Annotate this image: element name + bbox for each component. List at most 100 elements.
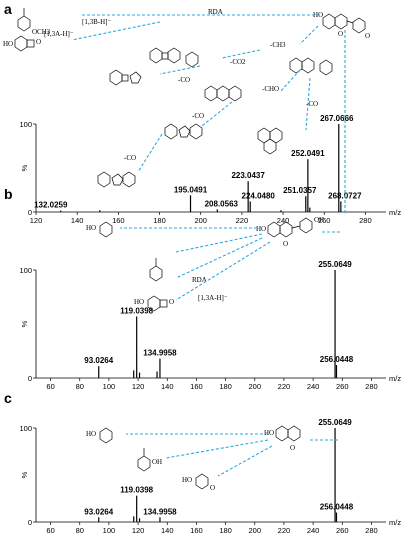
- panel-letter-c: c: [4, 390, 12, 406]
- x-tick-label: 100: [103, 382, 116, 391]
- svg-text:O: O: [210, 484, 215, 492]
- panel-b-annotations: HO OH O HO RDA [1,3A-H]⁻ HO O: [86, 216, 342, 312]
- x-tick-label: 260: [318, 216, 331, 225]
- parent-molecule-a: O HO O: [313, 11, 370, 40]
- peak-label: 251.0357: [283, 186, 317, 195]
- fragment-fluorene: [97, 171, 136, 188]
- a-ion-label-b: [1,3A-H]⁻: [198, 294, 228, 302]
- svg-text:OCH3: OCH3: [32, 28, 51, 36]
- peak-label: 93.0264: [84, 356, 113, 365]
- fragment-styrene-och3: OCH3: [17, 8, 51, 36]
- fragment-phenol-b: HO: [86, 221, 113, 238]
- spectrum-a: 0 100% 120 140 160 180 200 220 240 260 280 m/z 132.0…: [19, 114, 401, 225]
- x-tick-label: 280: [365, 382, 378, 391]
- x-tick-label: 60: [46, 526, 54, 535]
- panel-a-annotations: O HO O OCH3 [1,3B-H]⁻ RDA HO O [1,3A-H]⁻…: [3, 8, 370, 215]
- x-tick-label: 140: [161, 526, 174, 535]
- svg-text:HO: HO: [182, 476, 192, 484]
- y-tick-label: 100: [19, 120, 32, 129]
- x-tick-label: 260: [336, 526, 349, 535]
- fragment-cyclopenta: [109, 69, 142, 86]
- rda-label: RDA: [208, 8, 223, 16]
- rda-label-b: RDA: [192, 276, 207, 284]
- minus-co-label-1: -CO: [178, 76, 190, 84]
- panel-letter-a: a: [4, 1, 12, 17]
- svg-text:HO: HO: [256, 225, 266, 233]
- y-axis-label: %: [20, 320, 29, 327]
- minus-co-label-3: -CO: [306, 100, 318, 108]
- peak-label: 256.0448: [320, 355, 354, 364]
- x-tick-label: 80: [76, 382, 84, 391]
- x-tick-label: 120: [132, 526, 145, 535]
- x-axis-label: m/z: [389, 518, 401, 527]
- svg-text:HO: HO: [86, 224, 96, 232]
- minus-co-label-2: -CO: [192, 112, 204, 120]
- x-tick-label: 200: [248, 382, 261, 391]
- peak-label: 252.0491: [291, 149, 325, 158]
- peak-label: 119.0398: [120, 306, 153, 315]
- parent-molecule-c: HO O: [264, 425, 301, 452]
- svg-text:O: O: [36, 38, 41, 46]
- a-ion-label: [1,3A-H]⁻: [44, 30, 74, 38]
- fragment-aldehyde-c: HO O: [182, 473, 215, 492]
- fragment-biphenylene: [149, 47, 199, 68]
- b-ion-label: [1,3B-H]⁻: [82, 18, 111, 26]
- peak-label: 223.0437: [231, 171, 265, 180]
- x-tick-label: 240: [277, 216, 290, 225]
- x-tick-label: 160: [190, 526, 203, 535]
- x-tick-label: 160: [112, 216, 125, 225]
- y-tick-label: 100: [19, 424, 32, 433]
- x-tick-label: 180: [219, 382, 232, 391]
- x-tick-label: 200: [248, 526, 261, 535]
- svg-text:O: O: [283, 240, 288, 248]
- panel-c-annotations: HO O HO OH HO O: [86, 425, 338, 492]
- x-tick-label: 220: [278, 526, 291, 535]
- fragment-vinylphenol-c: OH: [137, 448, 162, 472]
- peak-label: 93.0264: [84, 507, 113, 516]
- svg-text:O: O: [169, 298, 174, 306]
- peak-label: 134.9958: [143, 507, 177, 516]
- minus-co-label-4: -CO: [124, 154, 136, 162]
- x-tick-label: 280: [359, 216, 372, 225]
- x-tick-label: 60: [46, 382, 54, 391]
- minus-co2-label: -CO2: [230, 58, 246, 66]
- svg-text:HO: HO: [134, 298, 144, 306]
- fragment-fluorenone: [164, 123, 203, 140]
- panel-letter-b: b: [4, 186, 13, 202]
- y-tick-label: 0: [28, 208, 32, 217]
- svg-text:HO: HO: [264, 429, 274, 437]
- x-axis-label: m/z: [389, 208, 401, 217]
- peak-label: 134.9958: [143, 349, 177, 358]
- x-tick-label: 260: [336, 382, 349, 391]
- y-axis-label: %: [20, 471, 29, 478]
- parent-molecule-b: HO OH O: [256, 216, 324, 248]
- x-tick-label: 120: [30, 216, 43, 225]
- y-tick-label: 0: [28, 374, 32, 383]
- peak-label: 208.0563: [205, 199, 239, 208]
- fragment-quinone: [289, 57, 333, 76]
- peak-label: 224.0480: [242, 191, 276, 200]
- fragment-anthracenone: [204, 85, 242, 102]
- svg-text:OH: OH: [152, 458, 162, 466]
- x-tick-label: 280: [365, 526, 378, 535]
- x-tick-label: 220: [278, 382, 291, 391]
- peak-label: 267.0666: [320, 114, 354, 123]
- svg-text:HO: HO: [3, 40, 13, 48]
- x-tick-label: 120: [132, 382, 145, 391]
- x-tick-label: 180: [219, 526, 232, 535]
- peak-label: 255.0649: [318, 418, 352, 427]
- svg-text:OH: OH: [314, 216, 324, 224]
- fragment-styrene-b: [149, 258, 163, 282]
- x-tick-label: 160: [190, 382, 203, 391]
- x-tick-label: 240: [307, 382, 320, 391]
- svg-text:HO: HO: [86, 430, 96, 438]
- spectrum-b: 0 100% 60 80 100 120 140 160 180 200 220 240 260 280 m…: [19, 260, 401, 391]
- x-tick-label: 220: [236, 216, 249, 225]
- x-tick-label: 140: [71, 216, 84, 225]
- peak-label: 255.0649: [318, 260, 352, 269]
- x-axis-label: m/z: [389, 374, 401, 383]
- x-tick-label: 80: [76, 526, 84, 535]
- y-tick-label: 100: [19, 266, 32, 275]
- minus-cho-label: -CHO: [262, 85, 279, 93]
